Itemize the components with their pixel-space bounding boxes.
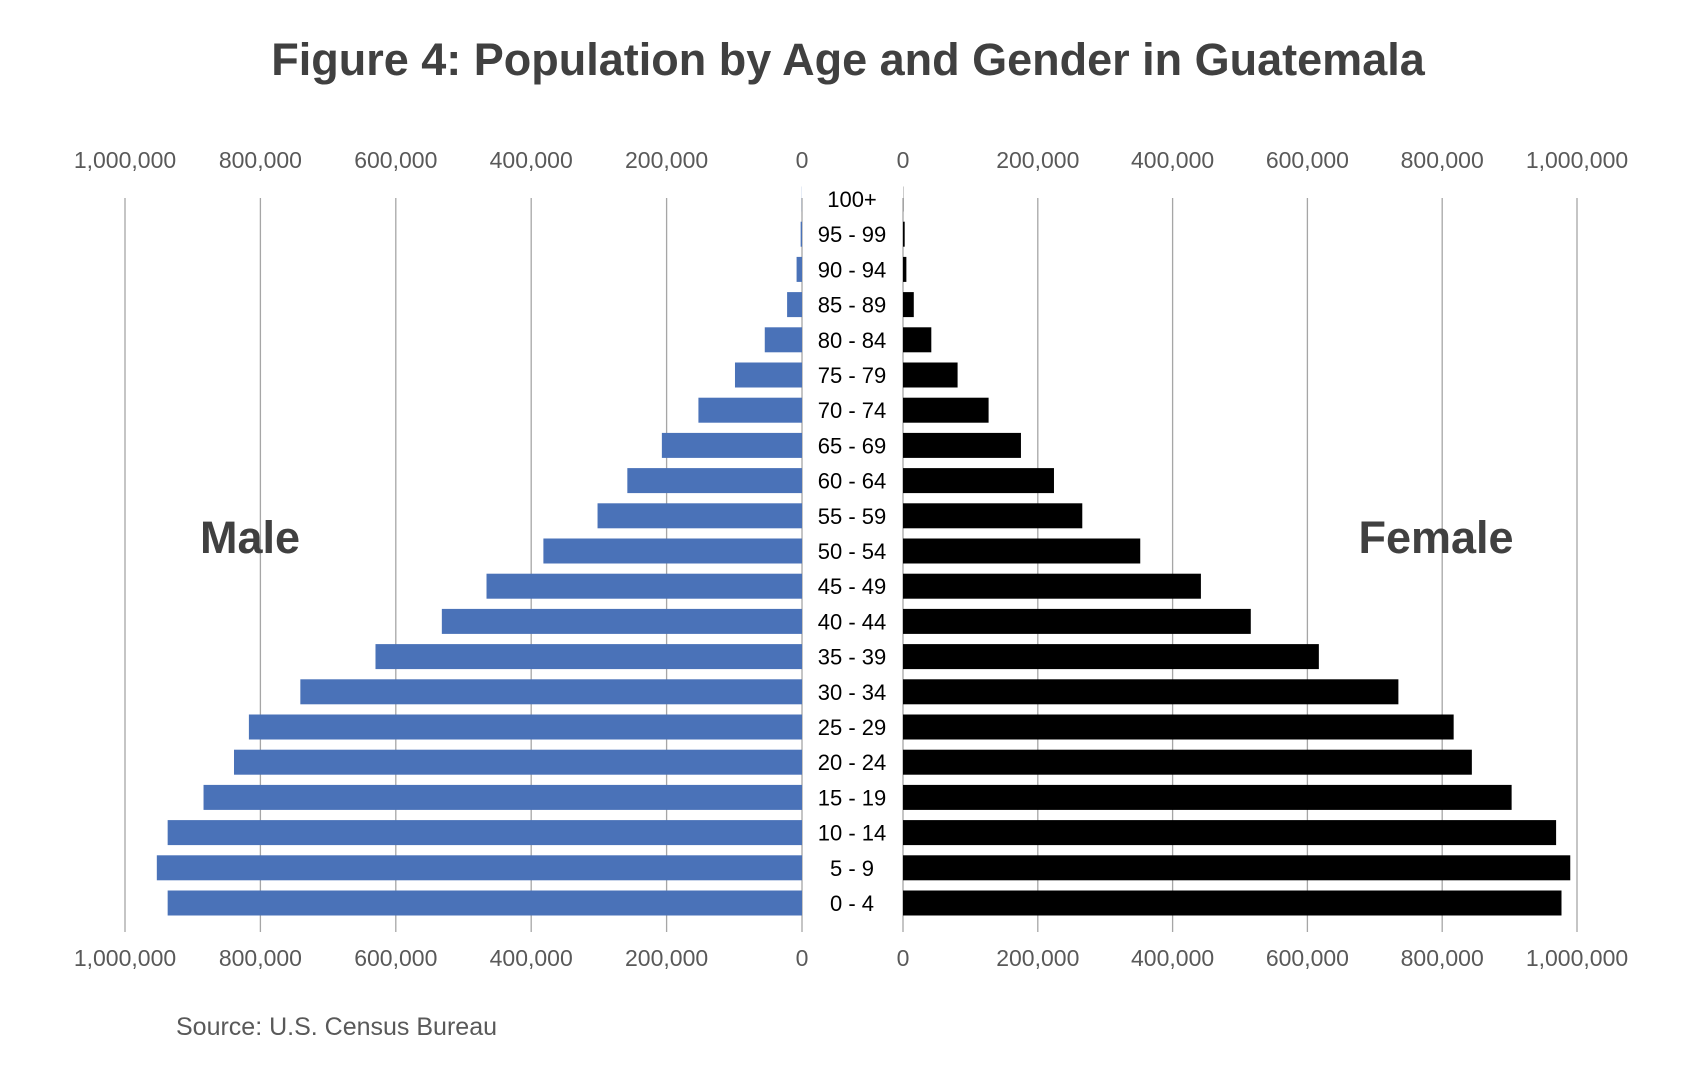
tick-label-right-top: 800,000 [1401, 147, 1484, 173]
male-bar [734, 362, 802, 388]
age-group-label: 85 - 89 [818, 293, 887, 318]
age-group-label: 20 - 24 [818, 750, 887, 775]
male-bar [233, 749, 802, 775]
male-bar [627, 468, 802, 494]
tick-label-right-bottom: 800,000 [1401, 945, 1484, 971]
tick-label-right-bottom: 1,000,000 [1526, 945, 1628, 971]
female-series-label: Female [1358, 512, 1513, 563]
male-bar [698, 397, 802, 423]
male-bar [156, 855, 803, 881]
grid-lines-left [124, 198, 803, 932]
male-bar [300, 679, 802, 705]
male-bar [787, 292, 802, 318]
female-bar [903, 397, 989, 423]
tick-label-left-top: 400,000 [490, 147, 573, 173]
tick-label-left-bottom: 800,000 [219, 945, 302, 971]
tick-label-right-top: 200,000 [996, 147, 1079, 173]
tick-label-right-top: 0 [897, 147, 910, 173]
male-bar [375, 644, 802, 670]
male-bars [156, 186, 803, 916]
male-bar [167, 890, 802, 916]
female-bar [903, 644, 1319, 670]
male-bar [661, 432, 802, 458]
female-bar [903, 679, 1399, 705]
tick-label-left-bottom: 600,000 [354, 945, 437, 971]
tick-label-right-bottom: 400,000 [1131, 945, 1214, 971]
male-bar [764, 327, 802, 353]
age-group-label: 45 - 49 [818, 574, 887, 599]
age-group-label: 95 - 99 [818, 222, 887, 247]
age-group-label: 5 - 9 [830, 856, 874, 881]
source-note: Source: U.S. Census Bureau [176, 1013, 497, 1041]
age-group-label: 0 - 4 [830, 891, 874, 916]
female-bar [903, 327, 932, 353]
male-bar [441, 608, 802, 634]
male-series-label: Male [200, 512, 300, 563]
female-bar [903, 256, 907, 282]
age-group-label: 35 - 39 [818, 645, 887, 670]
female-bar [903, 714, 1454, 740]
tick-label-left-top: 0 [796, 147, 809, 173]
male-bar [486, 573, 802, 599]
tick-label-left-bottom: 1,000,000 [74, 945, 176, 971]
female-bar [903, 503, 1083, 529]
age-group-label: 25 - 29 [818, 715, 887, 740]
age-group-label: 80 - 84 [818, 328, 887, 353]
female-bar [903, 538, 1141, 564]
female-bar [903, 468, 1054, 494]
male-bar [543, 538, 802, 564]
tick-label-left-top: 600,000 [354, 147, 437, 173]
age-group-label: 15 - 19 [818, 785, 887, 810]
axis-tick-labels: 1,000,000 1,000,000 800,000 800,000 600,000 6… [74, 147, 1628, 971]
female-bars [903, 186, 1571, 916]
female-bar [903, 820, 1557, 846]
female-bar [903, 221, 905, 247]
chart-title: Figure 4: Population by Age and Gender i… [271, 34, 1425, 85]
female-bar [903, 890, 1562, 916]
tick-label-left-top: 800,000 [219, 147, 302, 173]
age-group-label: 55 - 59 [818, 504, 887, 529]
age-group-label: 65 - 69 [818, 433, 887, 458]
tick-label-right-top: 400,000 [1131, 147, 1214, 173]
age-group-label: 30 - 34 [818, 680, 887, 705]
male-bar [800, 221, 802, 247]
male-bar [597, 503, 802, 529]
tick-label-left-bottom: 0 [796, 945, 809, 971]
age-group-label: 70 - 74 [818, 398, 887, 423]
female-bar [903, 432, 1021, 458]
tick-label-right-top: 600,000 [1266, 147, 1349, 173]
age-group-label: 100+ [827, 187, 877, 212]
tick-label-left-top: 1,000,000 [74, 147, 176, 173]
female-bar [903, 573, 1201, 599]
tick-label-left-top: 200,000 [625, 147, 708, 173]
age-group-label: 90 - 94 [818, 257, 887, 282]
age-group-label: 75 - 79 [818, 363, 887, 388]
age-group-label: 40 - 44 [818, 609, 887, 634]
tick-label-right-bottom: 0 [897, 945, 910, 971]
female-bar [903, 292, 914, 318]
male-bar [167, 820, 802, 846]
tick-label-right-bottom: 200,000 [996, 945, 1079, 971]
age-group-label: 10 - 14 [818, 821, 887, 846]
male-bar [203, 784, 803, 810]
tick-label-right-bottom: 600,000 [1266, 945, 1349, 971]
female-bar [903, 608, 1251, 634]
age-group-label: 60 - 64 [818, 469, 887, 494]
female-bar [903, 784, 1512, 810]
tick-label-right-top: 1,000,000 [1526, 147, 1628, 173]
female-bar [903, 855, 1571, 881]
female-bar [903, 749, 1472, 775]
female-bar [903, 362, 958, 388]
tick-label-left-bottom: 200,000 [625, 945, 708, 971]
age-group-label: 50 - 54 [818, 539, 887, 564]
age-group-labels: 100+ 95 - 99 90 - 94 85 - 89 80 - 84 75 - 79 7… [818, 187, 887, 916]
male-bar [796, 256, 802, 282]
male-bar [248, 714, 803, 740]
tick-label-left-bottom: 400,000 [490, 945, 573, 971]
